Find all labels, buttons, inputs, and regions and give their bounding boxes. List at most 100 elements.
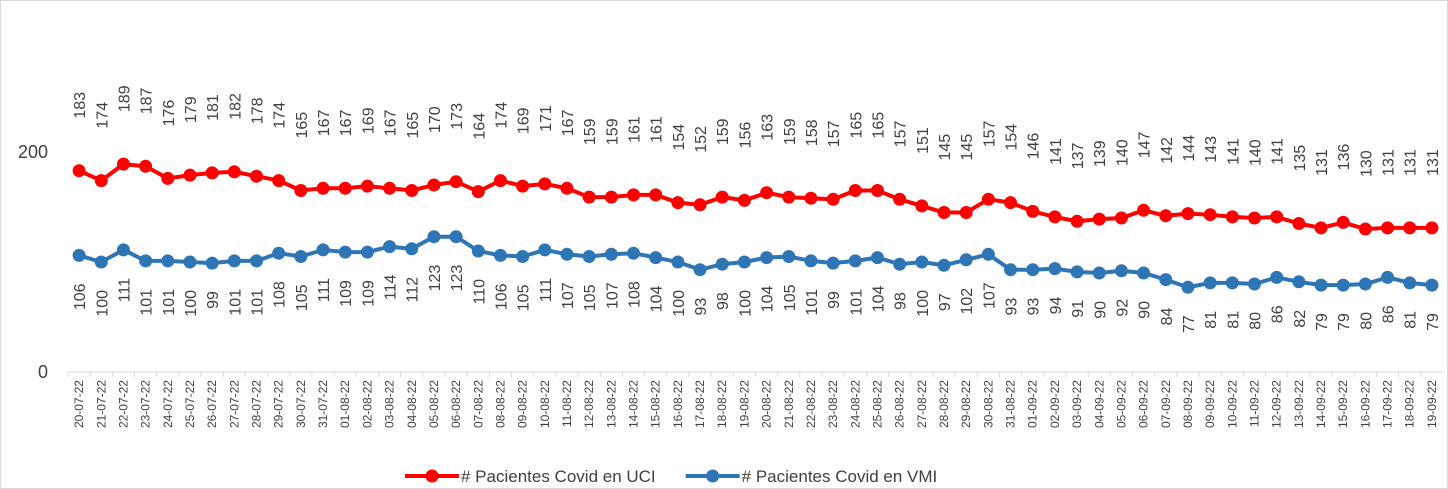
data-label: 165 — [870, 112, 887, 139]
marker — [427, 178, 441, 192]
data-label: 174 — [94, 102, 111, 129]
marker — [649, 188, 663, 202]
x-tick-label: 21-08-22 — [782, 380, 796, 428]
marker — [848, 184, 862, 197]
marker — [183, 168, 197, 182]
x-tick-label: 22-08-22 — [804, 380, 818, 428]
data-label: 145 — [937, 134, 954, 161]
data-label: 169 — [516, 107, 533, 134]
data-label: 171 — [538, 105, 555, 132]
data-label: 109 — [360, 280, 377, 307]
data-label: 98 — [893, 292, 910, 310]
marker — [1425, 278, 1439, 292]
data-label: 107 — [560, 282, 577, 309]
marker — [1270, 270, 1284, 284]
data-label: 104 — [760, 286, 777, 313]
data-label: 105 — [516, 284, 533, 311]
data-label: 158 — [804, 119, 821, 146]
data-label: 141 — [1270, 138, 1287, 165]
data-label: 167 — [338, 110, 355, 137]
x-tick-label: 24-08-22 — [848, 380, 862, 428]
marker — [560, 247, 574, 261]
legend-marker — [425, 469, 439, 483]
data-label: 159 — [715, 118, 732, 145]
data-label: 99 — [205, 291, 222, 309]
marker — [1425, 221, 1439, 235]
x-tick-label: 25-08-22 — [870, 380, 884, 428]
marker — [693, 263, 707, 277]
marker — [1181, 207, 1195, 221]
data-label: 82 — [1292, 310, 1309, 328]
data-label: 161 — [649, 116, 666, 143]
marker — [516, 250, 530, 263]
marker — [893, 257, 907, 271]
x-tick-label: 20-07-22 — [72, 380, 86, 428]
data-label: 86 — [1270, 305, 1287, 323]
marker — [1381, 270, 1395, 284]
x-tick-label: 07-09-22 — [1159, 380, 1173, 428]
marker — [627, 246, 641, 260]
data-label: 80 — [1247, 312, 1264, 330]
marker — [72, 164, 86, 178]
marker — [94, 174, 108, 188]
data-label: 167 — [560, 110, 577, 137]
data-label: 130 — [1358, 150, 1375, 177]
marker — [1137, 266, 1151, 280]
marker — [1048, 210, 1062, 224]
x-tick-label: 09-09-22 — [1203, 380, 1217, 428]
marker — [760, 251, 774, 265]
marker — [915, 255, 929, 269]
x-tick-label: 09-08-22 — [516, 380, 530, 428]
x-tick-label: 26-07-22 — [205, 380, 219, 428]
data-label: 176 — [161, 100, 178, 127]
x-tick-label: 05-09-22 — [1114, 380, 1128, 428]
data-label: 174 — [493, 102, 510, 129]
marker — [338, 245, 352, 259]
marker — [471, 185, 485, 199]
data-label: 136 — [1336, 144, 1353, 171]
data-label: 145 — [959, 134, 976, 161]
data-label: 131 — [1314, 149, 1331, 176]
marker — [715, 257, 729, 271]
marker — [826, 192, 840, 206]
marker — [94, 255, 108, 269]
data-label: 107 — [604, 282, 621, 309]
marker — [1225, 276, 1239, 290]
data-label: 165 — [294, 112, 311, 139]
marker — [538, 177, 552, 191]
marker — [1358, 222, 1372, 236]
x-tick-label: 11-08-22 — [560, 380, 574, 427]
data-label: 165 — [405, 112, 422, 139]
legend-label: # Pacientes Covid en VMI — [742, 467, 938, 486]
marker — [161, 254, 175, 268]
marker — [1225, 210, 1239, 224]
marker — [183, 255, 197, 269]
x-tick-label: 30-08-22 — [981, 380, 995, 428]
marker — [205, 256, 219, 270]
marker — [1203, 276, 1217, 290]
marker — [449, 175, 463, 189]
marker — [316, 181, 330, 195]
marker — [804, 254, 818, 268]
data-label: 93 — [1004, 298, 1021, 316]
marker — [1314, 221, 1328, 235]
marker — [1159, 273, 1173, 287]
marker — [116, 157, 130, 171]
marker — [250, 254, 264, 268]
data-label: 179 — [183, 96, 200, 123]
x-tick-label: 16-09-22 — [1358, 380, 1372, 428]
marker — [493, 248, 507, 262]
marker — [604, 190, 618, 204]
x-tick-label: 10-09-22 — [1225, 380, 1239, 428]
marker — [959, 206, 973, 219]
marker — [161, 171, 175, 185]
x-tick-label: 22-07-22 — [116, 380, 130, 428]
x-tick-label: 16-08-22 — [671, 380, 685, 428]
data-label: 170 — [427, 106, 444, 133]
data-label: 80 — [1358, 312, 1375, 330]
data-label: 101 — [139, 289, 156, 316]
marker — [1092, 266, 1106, 280]
data-label: 114 — [383, 275, 400, 301]
data-label: 77 — [1181, 315, 1198, 333]
